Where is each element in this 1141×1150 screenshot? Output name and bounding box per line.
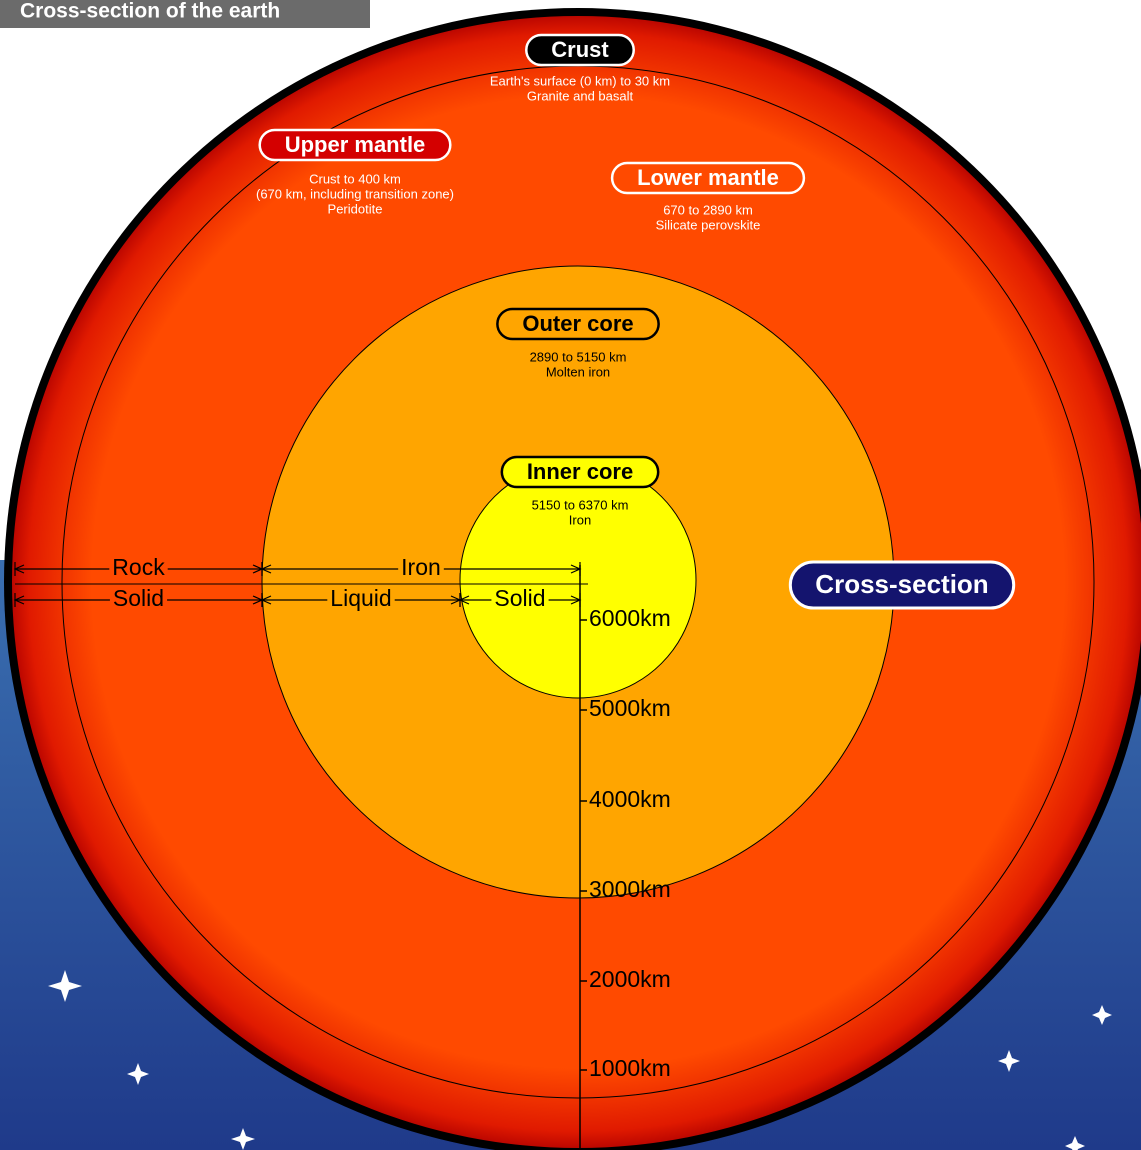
layer-detail: Crust to 400 km [309, 171, 401, 186]
layer-label: Inner core [527, 459, 633, 484]
diagram: Cross-section of the earth Crust Earth's … [0, 0, 1141, 1150]
scale-label: 2000km [589, 966, 671, 992]
scale-label: 3000km [589, 876, 671, 902]
layer-label: Upper mantle [285, 132, 426, 157]
layer-detail: Peridotite [328, 201, 383, 216]
arrow-label: Solid [494, 585, 545, 611]
scale-label: 4000km [589, 786, 671, 812]
layer-label: Crust [551, 37, 609, 62]
arrow-label: Rock [112, 554, 165, 580]
layer-label: Outer core [522, 311, 633, 336]
arrow-label: Iron [401, 554, 441, 580]
layer-detail: Molten iron [546, 364, 610, 379]
arrow-label: Solid [113, 585, 164, 611]
layer-detail: 2890 to 5150 km [530, 349, 627, 364]
page: Cross-section of the earth Crust Earth's … [0, 0, 1141, 1150]
scale-label: 5000km [589, 695, 671, 721]
layer-detail: Granite and basalt [527, 88, 634, 103]
layer-detail: Earth's surface (0 km) to 30 km [490, 73, 670, 88]
scale-label: 1000km [589, 1055, 671, 1081]
layer-detail: 5150 to 6370 km [532, 497, 629, 512]
header-title: Cross-section of the earth [20, 0, 280, 23]
layer-detail: Iron [569, 512, 591, 527]
scale-label: 6000km [589, 605, 671, 631]
layer-detail: Silicate perovskite [656, 217, 761, 232]
arrow-label: Liquid [330, 585, 391, 611]
layer-label: Lower mantle [637, 165, 779, 190]
layer-detail: (670 km, including transition zone) [256, 186, 454, 201]
layer-detail: 670 to 2890 km [663, 202, 753, 217]
badge-label: Cross-section [815, 569, 988, 599]
